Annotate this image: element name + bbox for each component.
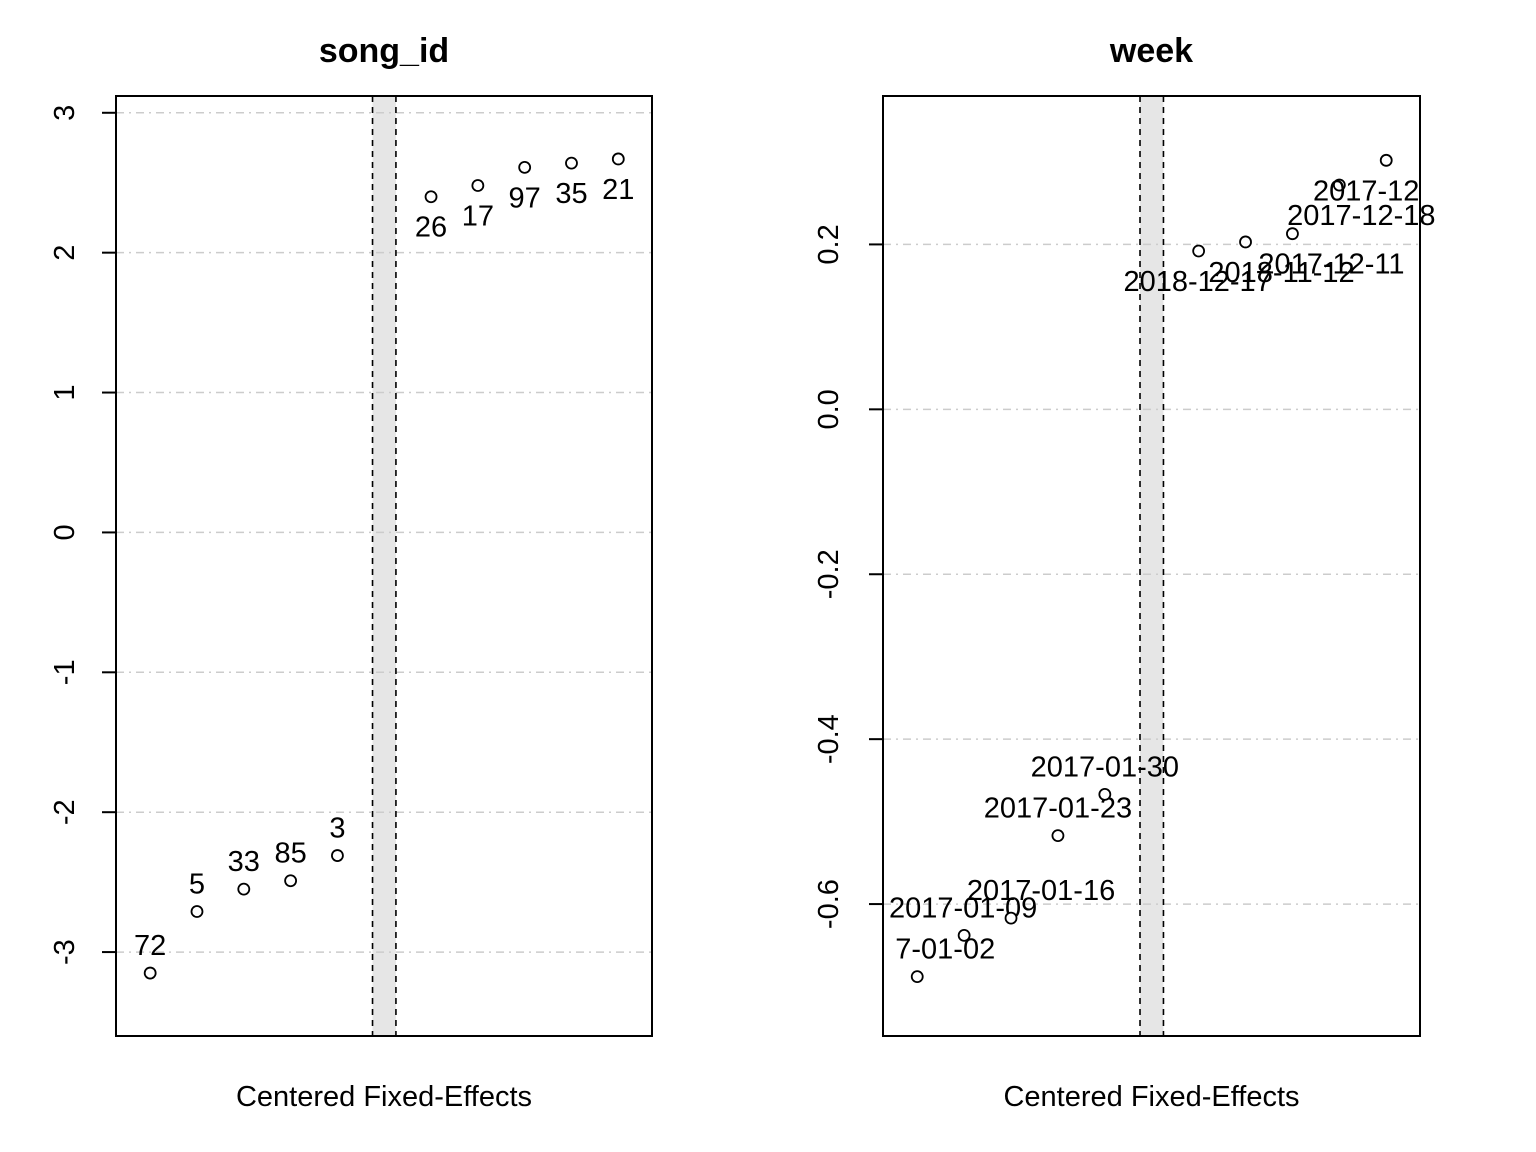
song-id-point — [471, 179, 485, 192]
week-ytick-label: 0.2 — [813, 224, 845, 264]
song-id-plot-frame — [115, 95, 653, 1037]
song-id-point-label: 26 — [415, 212, 447, 244]
panel-week: -0.6-0.4-0.20.00.27-01-022017-01-092017-… — [813, 32, 1436, 1113]
week-x-axis-label: Centered Fixed-Effects — [1003, 1081, 1299, 1113]
song-id-ytick-label: -2 — [49, 799, 81, 825]
song-id-ytick-label: -1 — [49, 659, 81, 685]
week-point-label: 2017-12-11 — [1258, 249, 1404, 281]
week-point-label: 2017-01-16 — [967, 875, 1115, 907]
song-id-point — [284, 874, 298, 888]
week-point — [1239, 235, 1252, 249]
week-point — [957, 929, 971, 942]
song-id-ytick-label: -3 — [49, 939, 81, 965]
week-point — [1004, 911, 1018, 925]
week-point-label: 2017-12-18 — [1287, 200, 1435, 232]
week-point — [910, 970, 924, 984]
song-id-point — [424, 190, 438, 204]
week-point-label: 2017-12 — [1313, 175, 1419, 207]
week-point-label: 2018-12-17 — [1123, 266, 1271, 298]
song-id-point-label: 35 — [555, 178, 587, 210]
song-id-point-label: 72 — [134, 930, 166, 962]
song-id-ytick-label: 2 — [49, 245, 81, 261]
week-point — [1192, 244, 1206, 258]
week-point — [1332, 178, 1346, 192]
song-id-point — [518, 160, 532, 174]
week-gap-band — [1140, 96, 1164, 1036]
song-id-point — [237, 882, 251, 896]
week-point — [1051, 829, 1065, 843]
song-id-point — [331, 849, 344, 862]
week-point — [1098, 788, 1112, 801]
song-id-ytick-label: 0 — [49, 524, 81, 540]
panel-song-id: -3 -2 -1 0 1 2 3 72 5 33 85 3 26 17 97 35 21 song_id Cente… — [49, 32, 653, 1113]
song-id-ytick-label: 1 — [49, 384, 81, 400]
week-ytick-label: -0.2 — [813, 549, 845, 599]
week-plot-frame — [882, 95, 1421, 1037]
song-id-point — [611, 152, 625, 166]
week-point-label: 2017-01-30 — [1031, 751, 1179, 783]
song-id-point-label: 97 — [509, 182, 541, 214]
song-id-x-axis-label: Centered Fixed-Effects — [236, 1081, 532, 1113]
song-id-point-label: 33 — [228, 846, 260, 878]
song-id-point-label: 3 — [329, 813, 345, 845]
song-id-point-label: 5 — [189, 869, 205, 901]
song-id-point-label: 21 — [602, 174, 634, 206]
week-ytick-label: 0.0 — [813, 389, 845, 429]
week-point — [1286, 227, 1299, 241]
song-id-point-label: 85 — [274, 838, 306, 870]
week-point-label: 2018-11-12 — [1208, 257, 1354, 289]
week-point — [1379, 153, 1393, 167]
week-point-label: 7-01-02 — [895, 934, 995, 966]
week-ytick-label: -0.4 — [813, 714, 845, 764]
song-id-ytick-label: 3 — [49, 105, 81, 121]
song-id-point — [143, 966, 157, 980]
week-ytick-label: -0.6 — [813, 879, 845, 929]
song-id-point-label: 17 — [462, 201, 494, 233]
song-id-point — [565, 156, 578, 170]
song-id-gap-band — [372, 96, 396, 1036]
song-id-chart-title: song_id — [319, 32, 449, 70]
song-id-point — [190, 905, 204, 918]
week-chart-title: week — [1109, 32, 1193, 70]
